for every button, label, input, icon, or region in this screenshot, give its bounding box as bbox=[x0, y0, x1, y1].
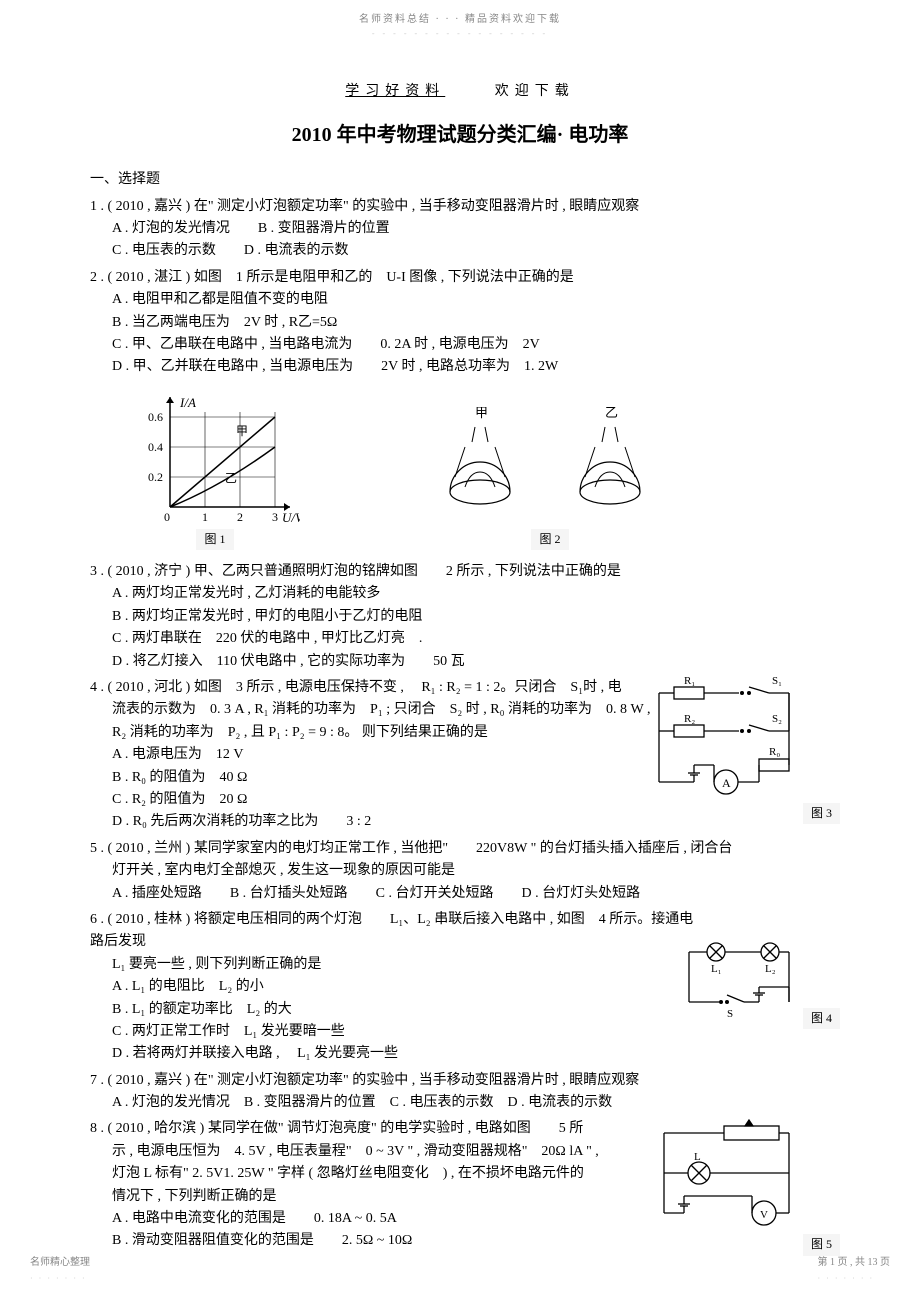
q4-stem1: 4 . ( 2010 , 河北 ) 如图 3 所示 , 电源电压保持不变 , R… bbox=[90, 677, 680, 699]
q4-stem2: 流表的示数为 0. 3 A , R₁ 消耗的功率为 P₁ ; 只闭合 S₂ 时 … bbox=[90, 699, 680, 721]
svg-text:乙: 乙 bbox=[605, 407, 618, 420]
top-header: 名师资料总结 · · · 精品资料欢迎下载 bbox=[0, 0, 920, 28]
question-1: 1 . ( 2010 , 嘉兴 ) 在" 测定小灯泡额定功率" 的实验中 , 当… bbox=[90, 196, 830, 263]
fig4-caption: 图 4 bbox=[803, 1008, 840, 1029]
q2-b: B . 当乙两端电压为 2V 时 , R乙=5Ω bbox=[90, 312, 830, 334]
q1-a: A . 灯泡的发光情况 B . 变阻器滑片的位置 bbox=[90, 218, 830, 240]
q5-stem2: 灯开关 , 室内电灯全部熄灭 , 发生这一现象的原因可能是 bbox=[90, 860, 830, 882]
fig5-caption: 图 5 bbox=[803, 1234, 840, 1255]
q2-a: A . 电阻甲和乙都是阻值不变的电阻 bbox=[90, 289, 830, 311]
q8-stem4: 情况下 , 下列判断正确的是 bbox=[90, 1186, 680, 1208]
question-3: 3 . ( 2010 , 济宁 ) 甲、乙两只普通照明灯泡的铭牌如图 2 所示 … bbox=[90, 561, 830, 673]
q6-c: C . 两灯正常工作时 L₁ 发光要暗一些 bbox=[90, 1021, 700, 1043]
q4-b: B . R₀ 的阻值为 40 Ω bbox=[90, 767, 680, 789]
question-8: L V 图 5 8 . ( 2010 , 哈尔滨 ) 某同学在做" 调节灯泡亮度… bbox=[90, 1118, 830, 1252]
q6-b: B . L₁ 的额定功率比 L₂ 的大 bbox=[90, 999, 700, 1021]
svg-text:S: S bbox=[727, 1008, 733, 1020]
svg-text:R₂: R₂ bbox=[684, 713, 695, 725]
figure-3: R₁ S₁ R₂ S₂ R₀ A 图 3 bbox=[654, 677, 840, 825]
figure-2: 甲 乙 图 2 bbox=[420, 407, 680, 551]
bulbs-svg: 甲 乙 bbox=[420, 407, 680, 527]
q7-stem: 7 . ( 2010 , 嘉兴 ) 在" 测定小灯泡额定功率" 的实验中 , 当… bbox=[90, 1070, 830, 1092]
footer-left: 名师精心整理 · · · · · · · bbox=[30, 1255, 90, 1287]
svg-text:甲: 甲 bbox=[475, 407, 488, 420]
fig3-caption: 图 3 bbox=[803, 803, 840, 824]
svg-text:乙: 乙 bbox=[225, 471, 237, 485]
svg-text:0.4: 0.4 bbox=[148, 440, 163, 454]
q3-c: C . 两灯串联在 220 伏的电路中 , 甲灯比乙灯亮 . bbox=[90, 628, 830, 650]
svg-text:R₁: R₁ bbox=[684, 677, 695, 687]
q2-d: D . 甲、乙并联在电路中 , 当电源电压为 2V 时 , 电路总功率为 1. … bbox=[90, 356, 830, 378]
question-4: R₁ S₁ R₂ S₂ R₀ A 图 3 4 . ( 2010 , 河北 ) 如… bbox=[90, 677, 830, 834]
q1-stem: 1 . ( 2010 , 嘉兴 ) 在" 测定小灯泡额定功率" 的实验中 , 当… bbox=[90, 196, 830, 218]
figure-5: L V 图 5 bbox=[654, 1118, 840, 1256]
q4-c: C . R₂ 的阻值为 20 Ω bbox=[90, 789, 680, 811]
header-left: 学习好资料 bbox=[345, 84, 445, 99]
circuit3-svg: R₁ S₁ R₂ S₂ R₀ A bbox=[654, 677, 799, 817]
q7-opts: A . 灯泡的发光情况 B . 变阻器滑片的位置 C . 电压表的示数 D . … bbox=[90, 1092, 830, 1114]
q8-stem1: 8 . ( 2010 , 哈尔滨 ) 某同学在做" 调节灯泡亮度" 的电学实验时… bbox=[90, 1118, 680, 1140]
q5-stem1: 5 . ( 2010 , 兰州 ) 某同学家室内的电灯均正常工作 , 当他把" … bbox=[90, 838, 830, 860]
q6-stem2: L₁ 要亮一些 , 则下列判断正确的是 bbox=[90, 954, 700, 976]
q8-stem2: 示 , 电源电压恒为 4. 5V , 电压表量程" 0 ~ 3V " , 滑动变… bbox=[90, 1141, 680, 1163]
figure-row-1: I/A U/V 0.6 0.4 0.2 0 1 2 3 甲 乙 图 1 bbox=[130, 387, 830, 551]
svg-text:I/A: I/A bbox=[179, 395, 196, 410]
svg-text:0.6: 0.6 bbox=[148, 410, 163, 424]
circuit4-svg: L₁ L₂ S bbox=[679, 937, 799, 1022]
chart-svg: I/A U/V 0.6 0.4 0.2 0 1 2 3 甲 乙 bbox=[130, 387, 300, 527]
svg-text:V: V bbox=[760, 1209, 768, 1221]
svg-text:3: 3 bbox=[272, 510, 278, 524]
svg-text:L: L bbox=[694, 1151, 701, 1163]
circuit5-svg: L V bbox=[654, 1118, 799, 1248]
q8-a: A . 电路中电流变化的范围是 0. 18A ~ 0. 5A bbox=[90, 1208, 680, 1230]
svg-text:2: 2 bbox=[237, 510, 243, 524]
main-title: 2010 年中考物理试题分类汇编· 电功率 bbox=[90, 119, 830, 151]
svg-text:R₀: R₀ bbox=[769, 746, 780, 758]
svg-text:S₁: S₁ bbox=[772, 677, 782, 687]
svg-text:A: A bbox=[722, 776, 731, 790]
q2-stem: 2 . ( 2010 , 湛江 ) 如图 1 所示是电阻甲和乙的 U-I 图像 … bbox=[90, 267, 830, 289]
q4-d: D . R₀ 先后两次消耗的功率之比为 3 : 2 bbox=[90, 811, 680, 833]
q8-b: B . 滑动变阻器阻值变化的范围是 2. 5Ω ~ 10Ω bbox=[90, 1230, 680, 1252]
question-6: L₁ L₂ S 图 4 6 . ( 2010 , 桂林 ) 将额定电压相同的两个… bbox=[90, 909, 830, 1066]
header-right: 欢迎下载 bbox=[495, 84, 575, 99]
q5-opts: A . 插座处短路 B . 台灯插头处短路 C . 台灯开关处短路 D . 台灯… bbox=[90, 883, 830, 905]
footer-right: 第 1 页 , 共 13 页 · · · · · · · bbox=[818, 1255, 891, 1287]
question-7: 7 . ( 2010 , 嘉兴 ) 在" 测定小灯泡额定功率" 的实验中 , 当… bbox=[90, 1070, 830, 1115]
q6-a: A . L₁ 的电阻比 L₂ 的小 bbox=[90, 976, 700, 998]
question-2: 2 . ( 2010 , 湛江 ) 如图 1 所示是电阻甲和乙的 U-I 图像 … bbox=[90, 267, 830, 379]
figure-1: I/A U/V 0.6 0.4 0.2 0 1 2 3 甲 乙 图 1 bbox=[130, 387, 300, 551]
q8-stem3: 灯泡 L 标有" 2. 5V1. 25W " 字样 ( 忽略灯丝电阻变化 ) ,… bbox=[90, 1163, 680, 1185]
q6-stem1: 6 . ( 2010 , 桂林 ) 将额定电压相同的两个灯泡 L₁、L₂ 串联后… bbox=[90, 909, 700, 954]
figure-4: L₁ L₂ S 图 4 bbox=[679, 937, 840, 1030]
q6-d: D . 若将两灯并联接入电路 , L₁ 发光要亮一些 bbox=[90, 1043, 700, 1065]
section-title: 一、选择题 bbox=[90, 169, 830, 191]
q3-b: B . 两灯均正常发光时 , 甲灯的电阻小于乙灯的电阻 bbox=[90, 606, 830, 628]
q1-c: C . 电压表的示数 D . 电流表的示数 bbox=[90, 240, 830, 262]
q2-c: C . 甲、乙串联在电路中 , 当电路电流为 0. 2A 时 , 电源电压为 2… bbox=[90, 334, 830, 356]
q3-d: D . 将乙灯接入 110 伏电路中 , 它的实际功率为 50 瓦 bbox=[90, 651, 830, 673]
svg-text:U/V: U/V bbox=[282, 510, 300, 525]
q3-a: A . 两灯均正常发光时 , 乙灯消耗的电能较多 bbox=[90, 583, 830, 605]
svg-text:S₂: S₂ bbox=[772, 713, 782, 725]
top-header-dots: - - - - - - - - - - - - - - - - - bbox=[0, 28, 920, 41]
question-5: 5 . ( 2010 , 兰州 ) 某同学家室内的电灯均正常工作 , 当他把" … bbox=[90, 838, 830, 905]
fig2-caption: 图 2 bbox=[531, 529, 568, 550]
fig1-caption: 图 1 bbox=[196, 529, 233, 550]
svg-text:L₁: L₁ bbox=[711, 963, 722, 975]
svg-text:甲: 甲 bbox=[236, 424, 248, 438]
svg-text:1: 1 bbox=[202, 510, 208, 524]
q4-stem3: R₂ 消耗的功率为 P₂ , 且 P₁ : P₂ = 9 : 8。 则下列结果正… bbox=[90, 722, 680, 744]
svg-text:0: 0 bbox=[164, 510, 170, 524]
q4-a: A . 电源电压为 12 V bbox=[90, 744, 680, 766]
svg-text:0.2: 0.2 bbox=[148, 470, 163, 484]
svg-text:L₂: L₂ bbox=[765, 963, 776, 975]
q3-stem: 3 . ( 2010 , 济宁 ) 甲、乙两只普通照明灯泡的铭牌如图 2 所示 … bbox=[90, 561, 830, 583]
content: 2010 年中考物理试题分类汇编· 电功率 一、选择题 1 . ( 2010 ,… bbox=[0, 119, 920, 1253]
page-header: 学习好资料 欢迎下载 bbox=[0, 81, 920, 103]
